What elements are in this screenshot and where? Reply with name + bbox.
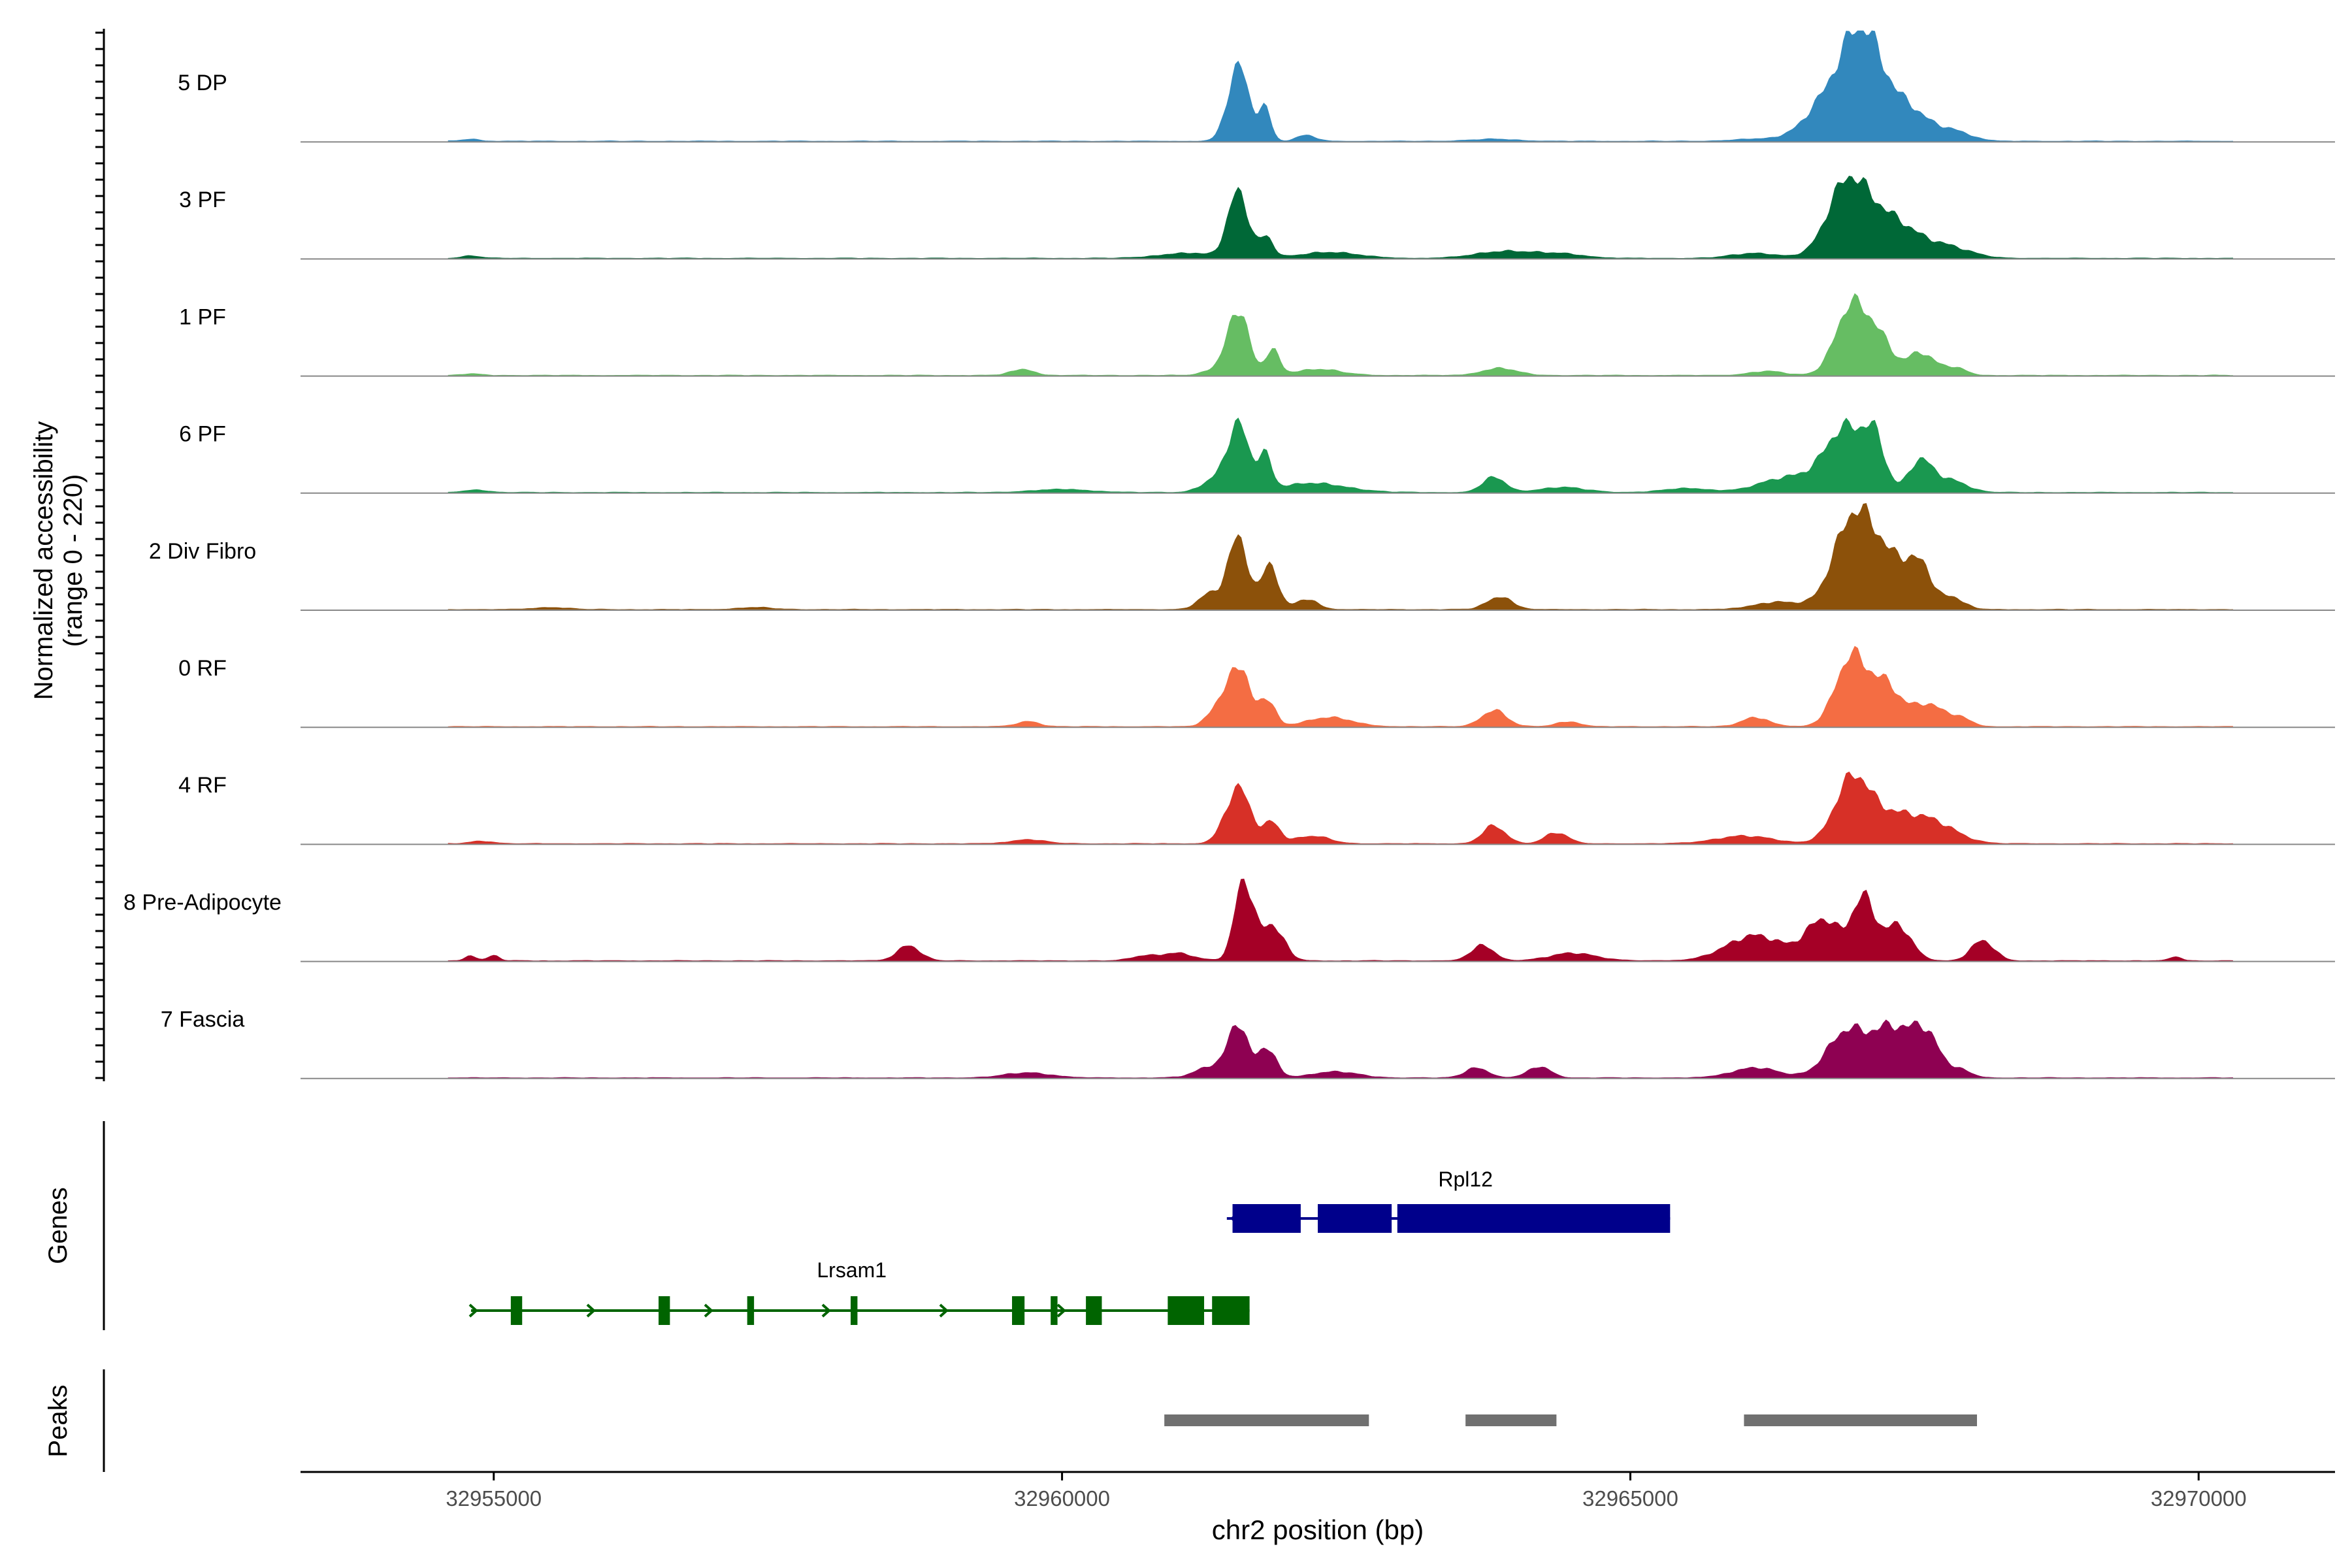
track-6: 0 RF <box>178 645 2335 728</box>
track-4: 6 PF <box>179 417 2335 494</box>
track-label: 0 RF <box>178 656 227 681</box>
track-label: 2 Div Fibro <box>149 539 256 564</box>
track-label: 1 PF <box>179 304 226 329</box>
gene-label: Lrsam1 <box>817 1258 887 1282</box>
track-1: 5 DP <box>178 30 2335 143</box>
genes-panel-label: Genes <box>44 1187 73 1264</box>
track-label: 7 Fascia <box>161 1007 245 1032</box>
gene-exon <box>1168 1296 1205 1325</box>
gene-exon <box>1318 1204 1392 1233</box>
peak-region <box>1465 1414 1557 1426</box>
gene-exon <box>1012 1296 1025 1325</box>
gene-exon <box>1051 1296 1058 1325</box>
gene-exon <box>1086 1296 1102 1325</box>
x-axis-title: chr2 position (bp) <box>1212 1514 1424 1545</box>
y-axis-label-line2: (range 0 - 220) <box>59 474 88 647</box>
strand-arrow <box>704 1303 713 1318</box>
track-label: 3 PF <box>179 188 226 212</box>
strand-arrow <box>821 1303 831 1318</box>
strand-arrow <box>939 1303 949 1318</box>
x-axis-ticks: 32955000 32960000 32965000 32970000 <box>446 1472 2247 1511</box>
x-tick-label: 32960000 <box>1014 1486 1110 1511</box>
gene-exon <box>658 1296 670 1325</box>
gene-exon <box>510 1296 523 1325</box>
track-label: 4 RF <box>178 773 227 798</box>
gene-label: Rpl12 <box>1438 1168 1493 1191</box>
coverage-area <box>448 645 2233 728</box>
y-axis-ticks <box>95 31 104 1079</box>
track-2: 3 PF <box>179 176 2335 260</box>
coverage-area <box>448 417 2233 494</box>
genes-panel: Rpl12 Lrsam1 <box>468 1168 1671 1325</box>
coverage-area <box>448 771 2233 845</box>
gene-exon <box>747 1296 755 1325</box>
track-5: 2 Div Fibro <box>149 503 2335 611</box>
x-tick-label: 32965000 <box>1582 1486 1678 1511</box>
x-tick-label: 32955000 <box>446 1486 542 1511</box>
x-tick-label: 32970000 <box>2151 1486 2247 1511</box>
peaks-panel <box>1164 1414 1978 1426</box>
strand-arrow <box>586 1303 596 1318</box>
gene-exon <box>1397 1204 1671 1233</box>
gene-exon <box>850 1296 858 1325</box>
peaks-panel-label: Peaks <box>44 1384 73 1457</box>
track-label: 8 Pre-Adipocyte <box>123 890 282 915</box>
coverage-area <box>448 503 2233 611</box>
track-9: 7 Fascia <box>161 1007 2335 1079</box>
coverage-area <box>448 878 2233 962</box>
coverage-area <box>448 176 2233 259</box>
gene-exon <box>1212 1296 1250 1325</box>
strand-arrow <box>1056 1303 1066 1318</box>
track-7: 4 RF <box>178 771 2335 845</box>
coverage-area <box>448 1019 2233 1079</box>
peak-region <box>1744 1414 1978 1426</box>
peak-region <box>1164 1414 1369 1426</box>
gene-exon <box>1232 1204 1301 1233</box>
track-8: 8 Pre-Adipocyte <box>123 878 2335 962</box>
gene-lrsam1: Lrsam1 <box>468 1258 1250 1325</box>
strand-arrow <box>468 1303 478 1318</box>
y-axis-label-line1: Normalized accessibility <box>29 421 58 700</box>
track-3: 1 PF <box>179 293 2335 377</box>
gene-rpl12: Rpl12 <box>1226 1168 1671 1233</box>
coverage-tracks: 5 DP 3 PF 1 PF 6 PF 2 Div Fibro 0 RF 4 RF 8 Pre… <box>123 30 2335 1079</box>
track-label: 5 DP <box>178 71 227 95</box>
track-label: 6 PF <box>179 422 226 447</box>
